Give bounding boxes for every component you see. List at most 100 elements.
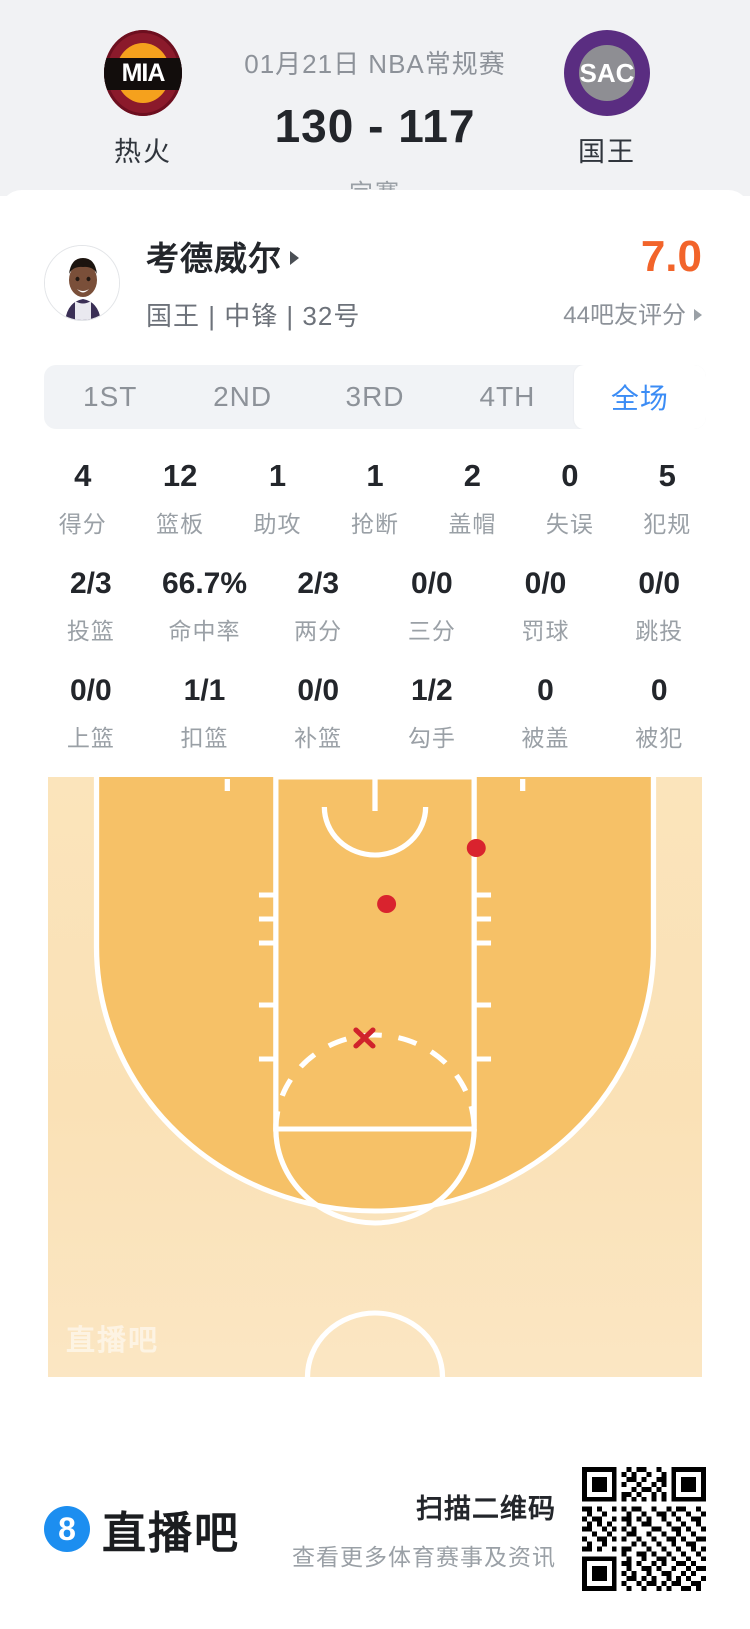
- stats-row-shooting: 2/3 投篮 66.7% 命中率 2/3 两分 0/0 三分 0/0 罚球: [34, 567, 716, 646]
- qr-code-graphic: [582, 1467, 706, 1591]
- stat-label: 命中率: [168, 618, 241, 645]
- stat-label: 犯规: [643, 511, 692, 538]
- score-center: 01月21日 NBA常规赛 130 - 117 完赛: [238, 24, 512, 208]
- stat-dunks: 1/1 扣篮: [148, 674, 262, 753]
- player-team-position-number: 国王 | 中锋 | 32号: [146, 301, 361, 331]
- score-header: MIA 热火 01月21日 NBA常规赛 130 - 117 完赛 SAC 国王: [0, 0, 750, 207]
- stat-label: 扣篮: [180, 725, 229, 752]
- stat-value: 0: [650, 674, 668, 708]
- three-point-line: [93, 777, 657, 1214]
- stat-value: 0/0: [69, 674, 112, 708]
- chevron-right-icon: [290, 251, 299, 265]
- tab-4th[interactable]: 4TH: [479, 381, 536, 412]
- stat-label: 篮板: [156, 511, 205, 538]
- tab-1st[interactable]: 1ST: [83, 381, 138, 412]
- footer: 8 直播吧 扫描二维码 查看更多体育赛事及资讯: [0, 1429, 750, 1629]
- brand-block[interactable]: 8 直播吧: [44, 1497, 292, 1561]
- tab-full-game[interactable]: 全场: [573, 365, 706, 429]
- stats-card: 考德威尔 国王 | 中锋 | 32号 7.0 44吧友评分 1ST 2ND 3R…: [0, 190, 750, 1378]
- court-diagram: [48, 777, 702, 1378]
- stat-fouls: 5 犯规: [619, 458, 716, 539]
- qr-block[interactable]: 扫描二维码 查看更多体育赛事及资讯: [292, 1467, 706, 1591]
- stat-value: 0: [561, 458, 579, 493]
- heat-logo-icon: MIA: [104, 30, 182, 116]
- shot-marker-made[interactable]: [377, 895, 397, 914]
- chevron-right-small-icon: [694, 308, 702, 321]
- stat-value: 12: [162, 458, 198, 493]
- brand-name: 直播吧: [102, 1509, 240, 1558]
- stat-layups: 0/0 上篮: [34, 674, 148, 753]
- stat-steals: 1 抢断: [326, 458, 423, 539]
- stat-value: 1: [268, 458, 287, 493]
- stat-shots-blocked: 0 被盖: [489, 674, 603, 753]
- stat-value: 0/0: [524, 567, 567, 601]
- away-team-name: 国王: [578, 137, 636, 167]
- stat-rebounds: 12 篮板: [131, 458, 228, 539]
- player-name-line[interactable]: 考德威尔: [146, 232, 563, 280]
- stat-label: 助攻: [253, 511, 302, 538]
- stat-value: 0: [537, 674, 554, 708]
- player-avatar[interactable]: [44, 244, 120, 321]
- player-meta: 考德威尔 国王 | 中锋 | 32号: [146, 232, 563, 333]
- free-throw-circle-dashed: [273, 1032, 477, 1130]
- stat-label: 抢断: [350, 511, 399, 538]
- stat-jump-shots: 0/0 跳投: [602, 567, 716, 646]
- stats-row-basic: 4 得分 12 篮板 1 助攻 1 抢断 2 盖帽: [34, 458, 716, 539]
- stat-value: 1: [366, 458, 384, 493]
- kings-logo-icon: SAC: [564, 30, 650, 116]
- kings-logo-text: SAC: [579, 57, 635, 88]
- rating-value: 7.0: [640, 232, 702, 281]
- qr-text: 扫描二维码 查看更多体育赛事及资讯: [292, 1487, 556, 1572]
- stat-value: 2: [463, 458, 482, 493]
- shot-marker-missed[interactable]: [353, 1027, 376, 1049]
- stat-fouls-drawn: 0 被犯: [602, 674, 716, 753]
- stat-value: 0/0: [297, 674, 340, 708]
- shot-chart-court[interactable]: 直播吧: [48, 777, 702, 1378]
- stat-label: 被犯: [635, 725, 684, 752]
- stats-row-shot-types: 0/0 上篮 1/1 扣篮 0/0 补篮 1/2 勾手 0 被盖: [34, 674, 716, 753]
- stat-label: 罚球: [521, 618, 570, 645]
- period-tabs[interactable]: 1ST 2ND 3RD 4TH 全场: [44, 365, 706, 429]
- stat-value: 4: [74, 458, 92, 493]
- stat-label: 被盖: [521, 725, 570, 752]
- center-circle: [304, 1310, 446, 1378]
- lane-hash-marks: [258, 892, 492, 1062]
- stat-label: 失误: [545, 511, 594, 538]
- stat-points: 4 得分: [34, 458, 131, 539]
- tab-2nd[interactable]: 2ND: [213, 381, 273, 412]
- stat-label: 三分: [407, 618, 456, 645]
- qr-code-icon[interactable]: [582, 1467, 706, 1591]
- away-team[interactable]: SAC 国王: [512, 24, 702, 169]
- stat-label: 投篮: [66, 618, 115, 645]
- stat-value: 1/1: [183, 674, 226, 708]
- rating-label: 44吧友评分: [563, 302, 686, 329]
- qr-title: 扫描二维码: [416, 1493, 556, 1524]
- stat-blocks: 2 盖帽: [424, 458, 521, 539]
- stat-value: 5: [658, 458, 676, 493]
- stat-label: 两分: [294, 618, 343, 645]
- stat-value: 1/2: [410, 674, 453, 708]
- home-team[interactable]: MIA 热火: [48, 24, 238, 169]
- stat-value: 2/3: [297, 567, 340, 601]
- stat-putbacks: 0/0 补篮: [261, 674, 375, 753]
- stat-label: 跳投: [635, 618, 684, 645]
- free-throw-circle-solid: [273, 1129, 477, 1226]
- shot-marker-made[interactable]: [466, 839, 486, 858]
- heat-logo-bar: [104, 58, 182, 90]
- stat-label: 得分: [58, 511, 107, 538]
- stat-three-pointers: 0/0 三分: [375, 567, 489, 646]
- rating-block[interactable]: 7.0 44吧友评分: [563, 235, 706, 330]
- rating-sub-line: 44吧友评分: [563, 295, 702, 330]
- zhibo8-logo-icon: 8: [44, 1506, 90, 1552]
- heat-logo-text: MIA: [121, 58, 166, 87]
- stat-value: 0/0: [638, 567, 681, 601]
- court-watermark: 直播吧: [66, 1325, 160, 1358]
- stat-assists: 1 助攻: [229, 458, 326, 539]
- tab-3rd[interactable]: 3RD: [345, 381, 405, 412]
- stat-label: 补篮: [294, 725, 343, 752]
- stat-label: 盖帽: [448, 511, 497, 538]
- home-team-name: 热火: [114, 137, 172, 167]
- player-name: 考德威尔: [146, 240, 282, 277]
- stat-value: 0/0: [410, 567, 453, 601]
